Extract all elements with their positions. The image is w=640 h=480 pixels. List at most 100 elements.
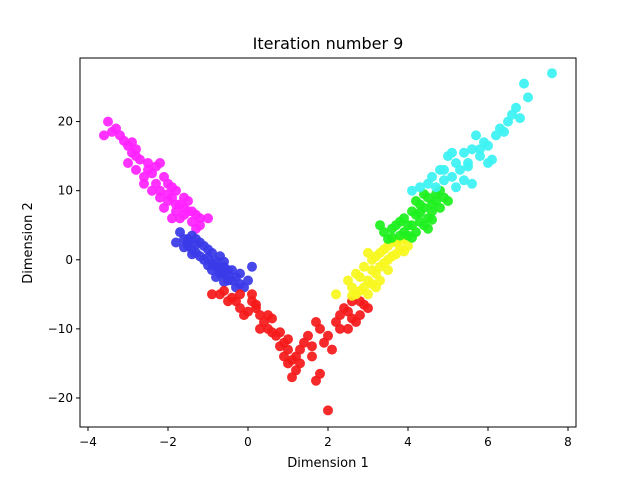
data-point [379,244,389,255]
data-point [343,323,353,334]
data-point [407,185,417,196]
data-point [139,178,149,189]
data-point [147,185,157,196]
data-point [355,310,365,321]
data-point [475,144,485,155]
data-point [427,171,437,182]
data-point [295,358,305,369]
data-point [307,341,317,352]
data-point [263,310,273,321]
data-point [283,344,293,355]
y-axis-ticks: −20 −10 0 10 20 [48,115,80,405]
data-point [275,341,285,352]
series-5 [407,68,557,196]
data-point [431,182,441,193]
data-point [415,207,425,218]
data-point [523,92,533,103]
data-point [359,261,369,272]
data-point [191,239,201,250]
data-point [447,171,457,182]
data-point [367,265,377,276]
data-point [323,330,333,341]
data-point [547,68,557,79]
data-point [511,102,521,113]
data-point [247,289,257,300]
x-axis-label: Dimension 1 [287,456,369,471]
y-tick-label: 10 [58,184,73,198]
y-tick-label: −20 [48,391,73,405]
data-point [187,249,197,260]
data-point [375,275,385,286]
data-point [287,355,297,365]
data-point [399,246,409,257]
data-point [463,161,473,172]
data-point [123,158,133,168]
data-point [207,289,217,300]
y-axis-label: Dimension 2 [21,202,36,284]
x-tick-label: 2 [324,435,332,449]
data-point [455,164,465,175]
data-point [223,296,233,307]
data-point [199,241,209,251]
data-point [467,144,477,155]
data-point [391,249,401,260]
data-point [443,196,453,206]
data-point [435,202,445,213]
data-point [99,130,109,141]
data-point [459,175,469,186]
data-point [195,213,205,224]
x-tick-label: −2 [159,435,177,449]
data-point [423,223,433,234]
data-point [371,251,381,262]
series-0 [99,116,213,234]
data-point [355,272,365,283]
data-point [515,113,525,124]
data-point [323,405,333,416]
data-point [335,323,345,334]
data-point [427,206,437,217]
data-point [171,206,181,217]
data-point [155,185,165,196]
data-point [195,251,205,262]
data-point [439,175,449,186]
data-point [415,182,425,193]
data-point [219,285,229,296]
data-point [159,202,169,213]
y-tick-label: 0 [65,253,73,267]
data-point [127,147,137,158]
data-point [203,252,213,263]
data-point [235,268,245,279]
data-point [483,158,493,168]
data-point [383,254,393,265]
data-point [155,158,165,168]
x-tick-label: 6 [484,435,492,449]
data-point [347,313,357,324]
data-point [327,344,337,355]
data-point [243,275,253,286]
y-tick-label: −10 [48,322,73,336]
x-axis-ticks: −4 −2 0 2 4 6 8 [79,427,572,449]
data-point [143,158,153,168]
data-point [243,306,253,317]
data-point [103,116,113,127]
data-point [235,289,245,300]
data-point [347,290,357,301]
data-point [275,327,285,338]
data-point [171,237,181,248]
data-point [383,265,393,276]
chart-title: Iteration number 9 [253,34,404,53]
points-layer [99,68,557,416]
x-tick-label: 4 [404,435,412,449]
data-point [203,213,213,224]
series-2 [207,285,373,416]
data-point [303,330,313,341]
data-point [179,202,189,213]
data-point [111,123,121,134]
x-tick-label: 0 [244,435,252,449]
data-point [215,263,225,274]
series-1 [171,227,257,293]
x-tick-label: 8 [564,435,572,449]
data-point [171,199,181,210]
data-point [255,323,265,334]
